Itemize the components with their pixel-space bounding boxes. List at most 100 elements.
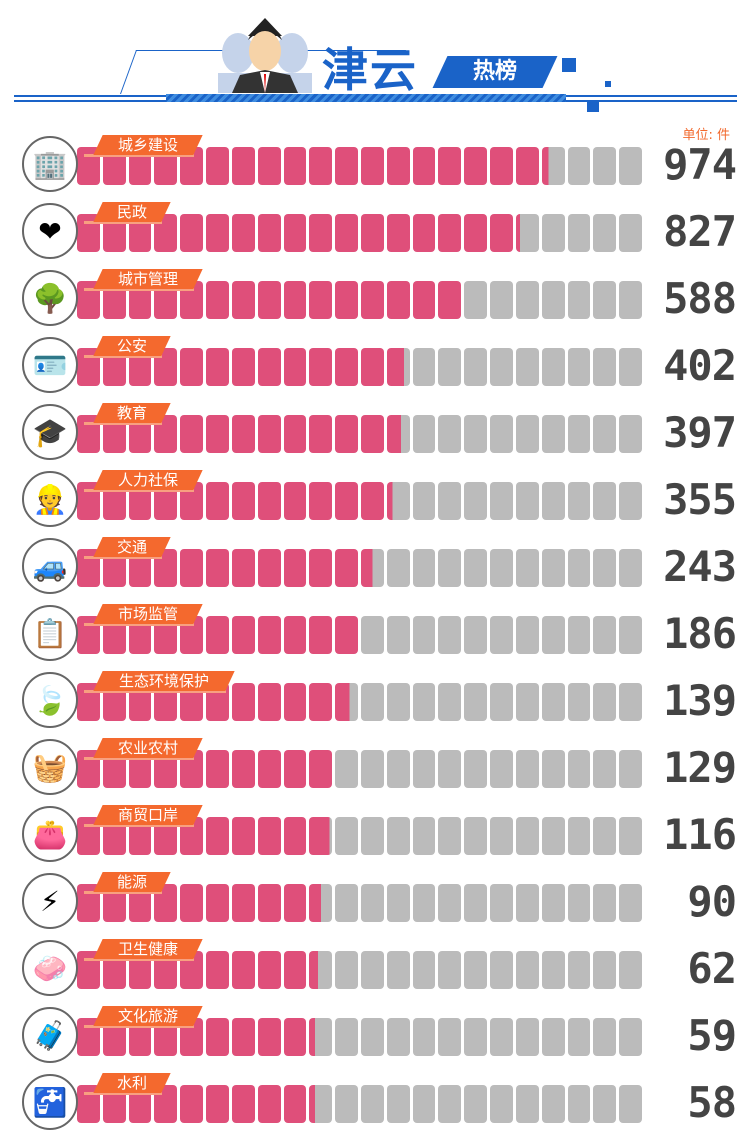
bar-segment-filled: [206, 817, 229, 855]
value-label: 974: [663, 140, 737, 189]
bar-segment-filled: [361, 482, 384, 520]
header-subtitle-badge: 热榜: [432, 56, 558, 88]
bar-segment-empty: [490, 884, 513, 922]
bar-segment-filled: [206, 616, 229, 654]
bar-segment-empty: [386, 1018, 410, 1056]
category-tag: 交通: [93, 537, 171, 557]
chart-row: 🏢 城乡建设 974: [0, 135, 750, 200]
value-label: 139: [663, 676, 737, 725]
bar-segment-filled: [231, 281, 255, 319]
bar-segment-filled: [309, 817, 333, 855]
tag-underline: [84, 757, 194, 760]
worker-icon: 👷: [22, 471, 78, 527]
bar-segment-empty: [567, 281, 591, 319]
bar-segment-empty: [567, 817, 591, 855]
category-label: 农业农村: [117, 739, 178, 757]
bar-segment-empty: [593, 750, 617, 788]
chart-row: 🪪 公安 402: [0, 336, 750, 401]
value-label: 355: [663, 475, 737, 524]
bar-segment-empty: [541, 415, 565, 453]
bar-segment-filled: [257, 884, 281, 922]
chart-row: 🚰 水利 58: [0, 1073, 750, 1138]
category-label: 文化旅游: [117, 1007, 178, 1025]
bar: [77, 683, 645, 721]
bar-segment-empty: [490, 549, 513, 587]
bar-segment-filled: [206, 750, 229, 788]
bar-segment-filled: [361, 415, 384, 453]
bar-segment-empty: [541, 683, 565, 721]
bar-segment-empty: [335, 817, 358, 855]
bar-segment-empty: [619, 884, 642, 922]
category-label: 民政: [116, 203, 147, 221]
category-tag: 城市管理: [93, 269, 203, 289]
bar-segment-empty: [567, 147, 591, 185]
bar-segment-empty: [593, 348, 617, 386]
bar-segment-empty: [335, 884, 358, 922]
decor-square: [605, 81, 611, 87]
bar-segment-filled: [257, 817, 281, 855]
bar-segment-empty: [335, 1085, 358, 1123]
bar-segment-filled: [515, 147, 539, 185]
bar-segment-empty: [619, 415, 642, 453]
decor-square: [562, 58, 576, 72]
bar-segment-empty: [438, 683, 462, 721]
bar-segment-empty: [361, 616, 384, 654]
bar-segment-empty: [619, 1018, 642, 1056]
bar-segment-filled: [309, 415, 333, 453]
bar-segment-empty: [464, 281, 488, 319]
chart-row: 👷 人力社保 355: [0, 470, 750, 535]
bar-segment-filled: [231, 951, 255, 989]
chart-row: 🌳 城市管理 588: [0, 269, 750, 334]
category-tag: 生态环境保护: [93, 671, 235, 691]
water-tap-icon: 🚰: [22, 1074, 78, 1130]
bar-segment-filled: [283, 482, 307, 520]
value-label: 402: [663, 341, 737, 390]
bar-segment-empty: [619, 817, 642, 855]
category-label: 人力社保: [117, 471, 178, 489]
value-label: 90: [687, 877, 737, 926]
bar-segment-filled: [309, 147, 333, 185]
bar-segment-empty: [361, 951, 384, 989]
bar-segment-empty: [412, 348, 436, 386]
bar-segment-filled: [231, 817, 255, 855]
bar-segment-filled: [438, 147, 462, 185]
chart-row: 🍃 生态环境保护 139: [0, 671, 750, 736]
bar-segment-filled: [206, 1085, 229, 1123]
tag-underline: [84, 556, 162, 559]
bar-segment-empty: [619, 951, 642, 989]
category-label: 能源: [116, 873, 147, 891]
bar-segment-filled: [490, 214, 513, 252]
bar-segment-filled: [386, 482, 410, 520]
bar-segment-filled: [257, 214, 281, 252]
bar-segment-filled: [283, 884, 307, 922]
bar-segment-empty: [438, 348, 462, 386]
bar-segment-filled: [335, 482, 358, 520]
bar-segment-empty: [361, 750, 384, 788]
bar-segment-filled: [257, 482, 281, 520]
bar-segment-empty: [541, 616, 565, 654]
bar-segment-empty: [593, 683, 617, 721]
bar-segment-empty: [361, 1018, 384, 1056]
category-tag: 能源: [93, 872, 171, 892]
bar-segment-empty: [335, 1018, 358, 1056]
bar-segment-empty: [619, 348, 642, 386]
tag-underline: [84, 958, 194, 961]
bar-segment-empty: [567, 549, 591, 587]
bar-segment-empty: [619, 683, 642, 721]
bar-segment-filled: [231, 1085, 255, 1123]
tag-underline: [84, 1025, 194, 1028]
category-tag: 城乡建设: [93, 135, 203, 155]
bar-segment-filled: [335, 214, 358, 252]
bar-segment-empty: [412, 884, 436, 922]
header-subtitle: 热榜: [472, 59, 517, 84]
bar-segment-filled: [335, 281, 358, 319]
bar-segment-empty: [515, 683, 539, 721]
bar-segment-empty: [515, 1018, 539, 1056]
clipboard-magnifier-icon: 📋: [22, 605, 78, 661]
bar-segment-filled: [180, 1085, 204, 1123]
bar-segment-empty: [541, 348, 565, 386]
bar-segment-empty: [490, 1018, 513, 1056]
header-line: [565, 95, 737, 97]
category-tag: 公安: [93, 336, 171, 356]
bar-segment-filled: [464, 147, 488, 185]
